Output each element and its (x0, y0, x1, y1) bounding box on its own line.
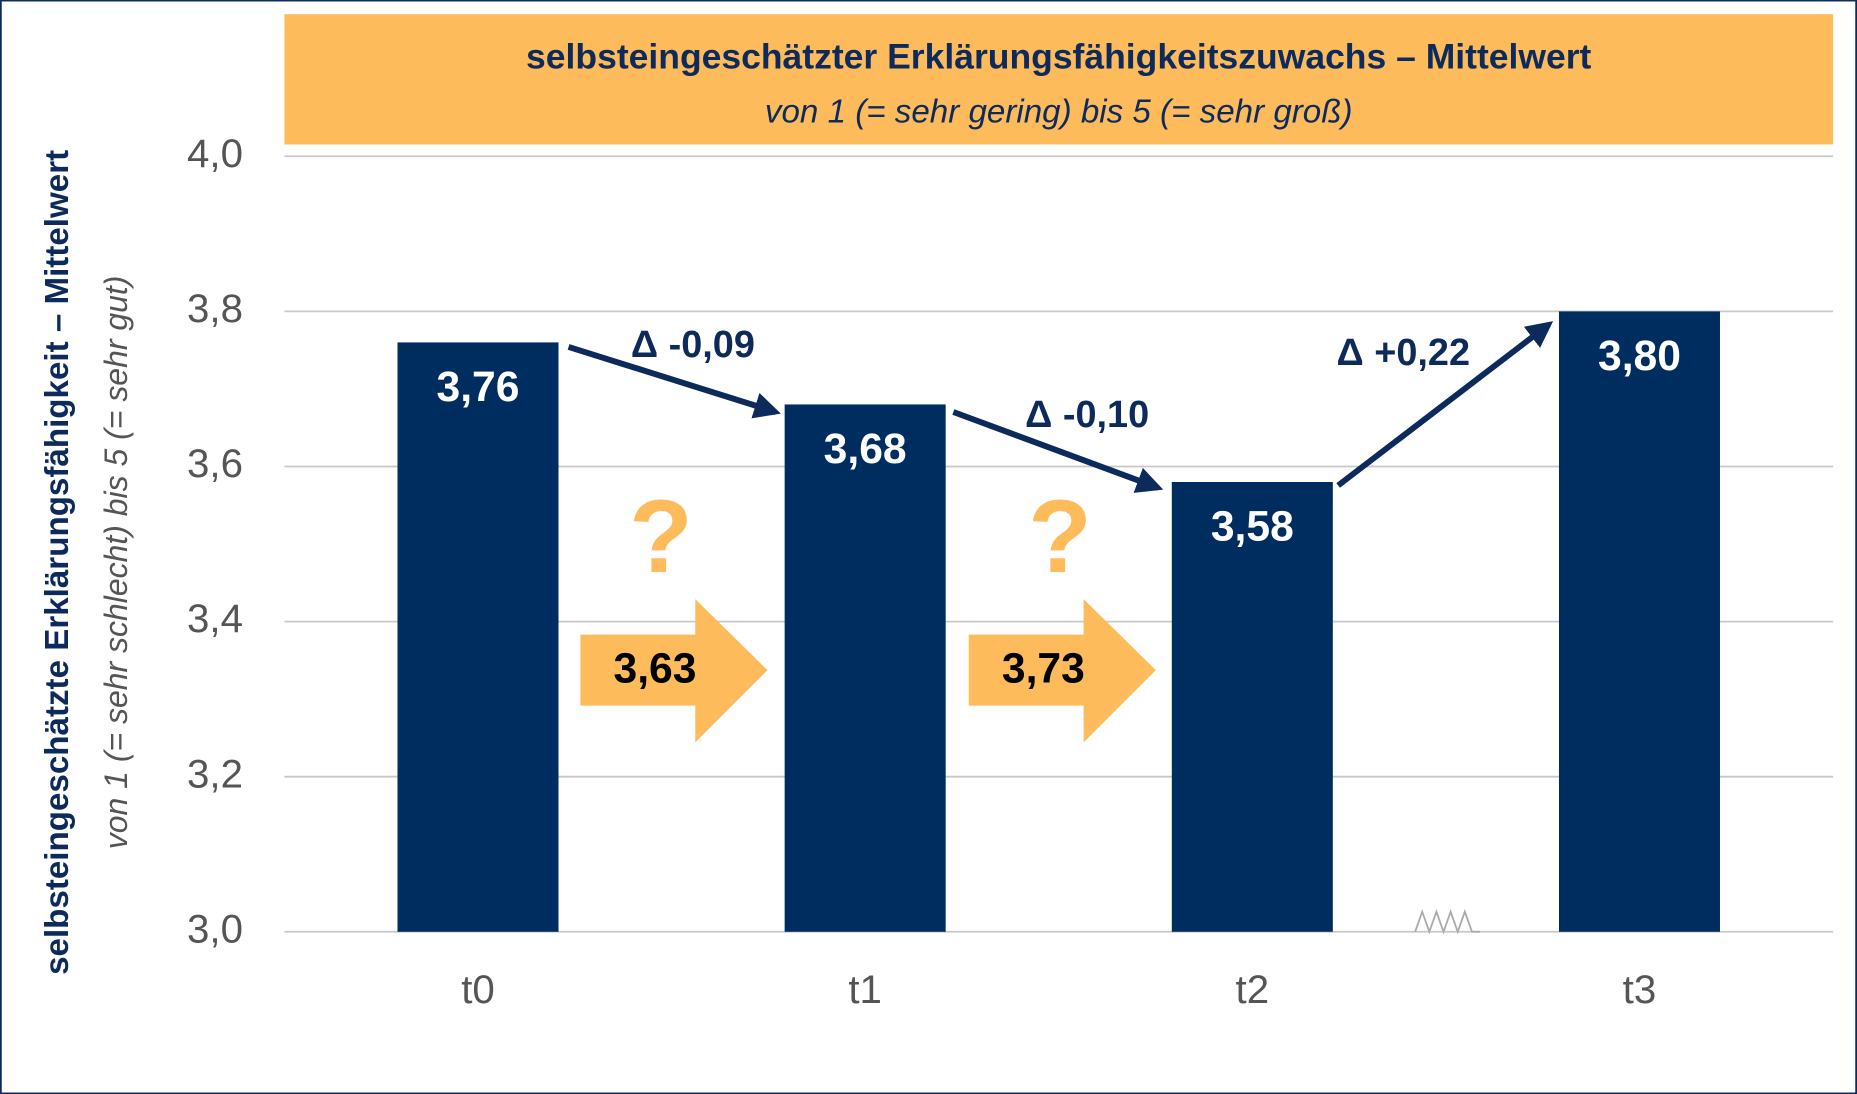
x-tick-label: t1 (848, 967, 882, 1012)
x-tick-label: t3 (1623, 967, 1657, 1012)
axis-break (1414, 908, 1481, 935)
arrow-label: 3,63 (614, 645, 697, 693)
y-tick-label: 4,0 (187, 131, 243, 176)
value-label: 3,58 (1211, 503, 1294, 551)
x-tick-label: t2 (1236, 967, 1270, 1012)
y-tick-label: 3,0 (187, 906, 243, 951)
bar (1558, 311, 1720, 932)
y-axis-label: selbsteingeschätzte Erklärungsfähigkeit … (39, 150, 76, 975)
chart-title: selbsteingeschätzter Erklärungsfähigkeit… (526, 37, 1592, 77)
block-arrow (580, 599, 768, 743)
title-box (284, 14, 1834, 145)
y-axis-sublabel: von 1 (= sehr schlecht) bis 5 (= sehr gu… (98, 276, 134, 850)
question-mark: ? (1028, 479, 1092, 595)
block-arrow (968, 599, 1156, 743)
change-arrow (952, 409, 1164, 493)
y-tick-label: 3,8 (187, 286, 243, 331)
x-tick-label: t0 (461, 967, 495, 1012)
delta-label: Δ -0,10 (1025, 394, 1149, 436)
arrow-label: 3,73 (1002, 645, 1085, 693)
value-label: 3,80 (1598, 332, 1681, 380)
y-tick-label: 3,6 (187, 441, 243, 486)
y-tick-label: 3,4 (187, 596, 243, 641)
value-label: 3,68 (824, 425, 907, 473)
bar (1171, 481, 1333, 932)
question-mark: ? (629, 479, 693, 595)
chart-subtitle: von 1 (= sehr gering) bis 5 (= sehr groß… (765, 93, 1353, 130)
change-arrow (1336, 321, 1554, 488)
delta-label: Δ -0,09 (631, 324, 755, 366)
bar (784, 404, 946, 932)
bar (397, 342, 559, 932)
change-arrow (567, 344, 781, 419)
value-label: 3,76 (437, 363, 520, 411)
delta-label: Δ +0,22 (1336, 332, 1470, 374)
y-tick-label: 3,2 (187, 751, 243, 796)
